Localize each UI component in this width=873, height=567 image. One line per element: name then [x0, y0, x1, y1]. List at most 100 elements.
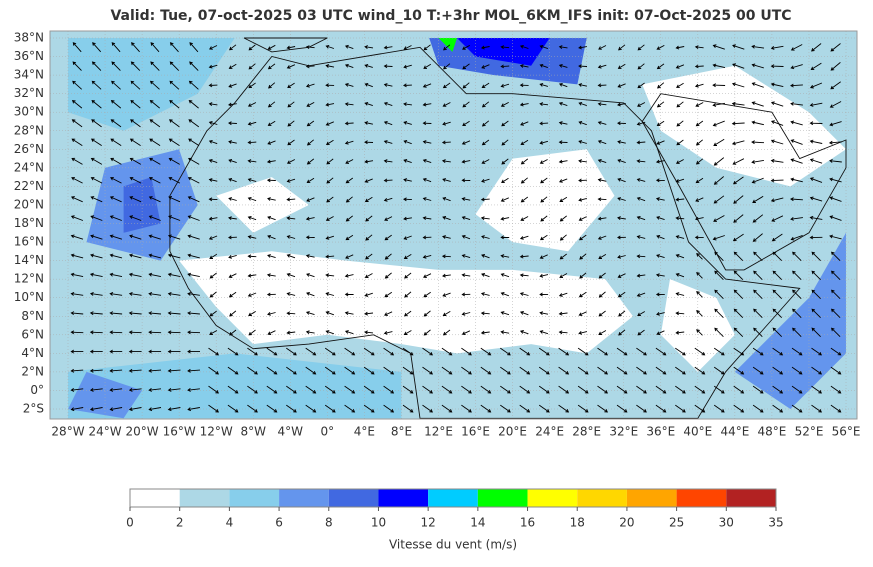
wind-arrow	[675, 404, 686, 413]
wind-arrow	[501, 120, 509, 127]
lat-label: 38°N	[14, 31, 44, 45]
wind-arrow	[402, 347, 414, 356]
wind-arrow	[167, 272, 181, 278]
wind-arrow	[403, 120, 412, 125]
wind-arrow	[422, 254, 432, 259]
wind-arrow	[675, 385, 686, 394]
colorbar-bin	[179, 489, 230, 507]
lon-label: 24°W	[88, 425, 121, 439]
wind-arrow	[500, 197, 509, 202]
wind-arrow	[209, 310, 217, 317]
colorbar-tick-label: 4	[226, 516, 234, 530]
wind-arrow	[616, 347, 628, 356]
wind-arrow	[771, 215, 784, 222]
wind-arrow	[187, 253, 200, 259]
wind-arrow	[656, 140, 665, 145]
wind-arrow	[403, 330, 412, 335]
lat-label: 22°N	[14, 179, 44, 193]
lat-label: 18°N	[14, 216, 44, 230]
wind-field-patch	[475, 149, 615, 252]
wind-arrow	[770, 101, 784, 107]
wind-arrow	[480, 292, 490, 296]
colorbar-tick-label: 2	[176, 516, 184, 530]
wind-arrow	[500, 292, 510, 297]
lon-label: 52°E	[795, 425, 824, 439]
wind-arrow	[695, 177, 704, 184]
wind-arrow	[189, 61, 199, 71]
wind-arrow	[655, 366, 667, 375]
wind-arrow	[149, 157, 161, 165]
wind-arrow	[733, 270, 744, 281]
wind-arrow	[169, 61, 180, 71]
wind-arrow	[694, 45, 704, 49]
wind-arrow	[733, 327, 744, 338]
wind-arrow	[731, 121, 745, 126]
wind-arrow	[811, 289, 821, 300]
wind-arrow	[713, 157, 725, 166]
wind-arrow	[287, 101, 295, 108]
lon-label: 36°E	[646, 425, 675, 439]
wind-arrow	[752, 233, 763, 242]
wind-arrow	[753, 270, 763, 281]
wind-arrow	[481, 139, 490, 146]
wind-arrow	[462, 45, 471, 50]
wind-arrow	[713, 385, 725, 394]
wind-arrow	[540, 215, 548, 222]
wind-arrow	[792, 251, 802, 262]
wind-arrow	[830, 404, 842, 413]
wind-arrow	[695, 120, 704, 127]
wind-arrow	[422, 404, 434, 413]
wind-arrow	[72, 80, 83, 90]
wind-arrow	[696, 290, 703, 298]
wind-arrow	[636, 216, 646, 221]
wind-arrow	[733, 195, 744, 204]
wind-arrow	[655, 404, 667, 413]
wind-arrow	[208, 64, 218, 69]
wind-arrow	[345, 177, 354, 184]
wind-arrow	[558, 311, 568, 316]
wind-arrow	[441, 140, 451, 145]
wind-arrow	[636, 366, 647, 375]
wind-arrow	[751, 101, 764, 107]
wind-arrow	[830, 62, 841, 71]
wind-arrow	[617, 216, 626, 221]
wind-arrow	[89, 330, 103, 335]
wind-arrow	[539, 311, 549, 316]
wind-arrow	[71, 196, 83, 203]
wind-arrow	[675, 366, 686, 375]
wind-arrow	[597, 404, 609, 413]
wind-arrow	[344, 292, 354, 297]
wind-arrow	[228, 273, 237, 278]
wind-arrow	[480, 385, 492, 394]
wind-arrow	[266, 178, 276, 183]
wind-arrow	[636, 254, 646, 259]
wind-arrow	[109, 253, 123, 259]
lon-label: 4°E	[354, 425, 375, 439]
wind-arrow	[268, 82, 276, 89]
wind-arrow	[384, 291, 393, 298]
wind-arrow	[829, 121, 842, 127]
wind-arrow	[266, 292, 276, 297]
wind-arrow	[655, 347, 667, 356]
wind-arrow	[810, 62, 822, 70]
wind-arrow	[364, 311, 374, 316]
wind-arrow	[109, 388, 123, 392]
wind-arrow	[402, 385, 414, 394]
wind-arrow	[168, 157, 180, 165]
wind-arrow	[790, 44, 803, 51]
wind-arrow	[247, 216, 257, 221]
wind-arrow	[325, 292, 335, 296]
wind-arrow	[559, 234, 567, 241]
wind-arrow	[809, 196, 823, 202]
wind-arrow	[188, 138, 200, 146]
wind-arrow	[325, 311, 335, 316]
colorbar-tick-label: 12	[421, 516, 436, 530]
wind-arrow	[696, 252, 703, 260]
wind-arrow	[752, 385, 764, 394]
wind-arrow	[383, 45, 393, 50]
wind-arrow	[656, 254, 665, 259]
wind-arrow	[110, 119, 122, 128]
wind-arrow	[247, 347, 258, 356]
wind-arrow	[714, 270, 724, 281]
wind-arrow	[558, 366, 570, 375]
